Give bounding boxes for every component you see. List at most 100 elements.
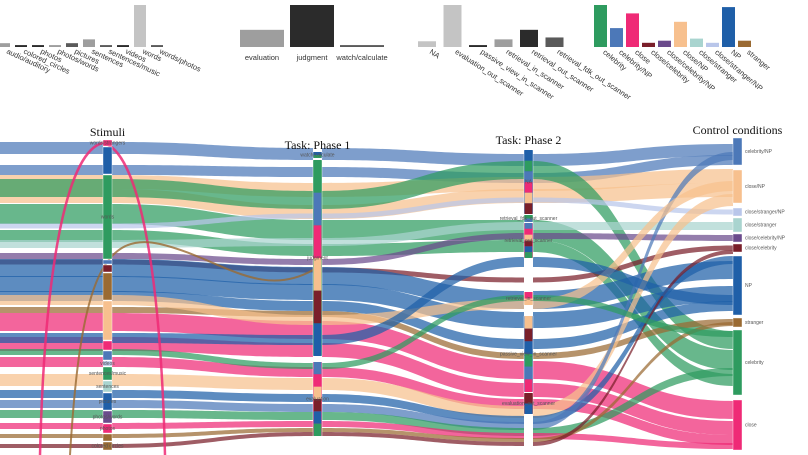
bar-colored-circles: [15, 45, 27, 47]
sankey-node: [732, 207, 743, 217]
link-segment-stimuli-phase1: [112, 357, 313, 377]
bar-chart-task-phase-1: evaluation judgment watch/calculate: [240, 5, 388, 62]
node-label-retrieval-out-scanner: retrieval_out_scanner: [504, 238, 552, 244]
link-celebrity: [0, 161, 733, 349]
link-segment-stimuli-phase1: [112, 421, 313, 429]
sankey-node: [102, 350, 113, 361]
link-segment-phase2-control: [533, 152, 733, 430]
sankey-node-segment: [524, 403, 533, 414]
link-segment-phase1-phase2: [322, 394, 524, 424]
link-segment-phase2-control: [533, 197, 733, 215]
node-label-close-celebrity: close/celebrity: [745, 246, 777, 252]
link-celebrity-np: [0, 141, 733, 166]
bar-videos: [117, 45, 129, 47]
link-segment-phase1-phase2: [322, 233, 524, 265]
sankey-nodes: words/strangers words videos sentences/musi…: [89, 137, 786, 451]
bar-celebrity-np: [610, 28, 623, 47]
sankey-node-segment: [313, 411, 322, 424]
sankey-node: [732, 399, 743, 451]
sankey-node-segment: [524, 246, 533, 253]
link-segment-phase1-phase2: [322, 189, 524, 219]
link-np: [0, 257, 733, 345]
sankey-node-segment: [313, 362, 322, 375]
link-segment-phase1-phase2: [322, 295, 524, 369]
sankey-node: [102, 366, 113, 381]
sankey-node-segment: [524, 182, 533, 193]
link-segment-stimuli-phase1: [112, 179, 313, 209]
bar-na: [418, 41, 436, 47]
link-segment-phase2-control: [533, 322, 733, 442]
sankey-node-segment: [313, 399, 322, 412]
node-label-pictures: pictures: [99, 399, 117, 405]
sankey-node-segment: [313, 155, 322, 158]
sankey-node-segment: [524, 379, 533, 392]
link-segment-phase1-phase2: [322, 161, 524, 209]
sankey-node: [732, 329, 743, 396]
link-segment-phase2-control: [533, 295, 733, 337]
link-segment-incoming: [0, 178, 103, 197]
node-label-photos: photos: [100, 426, 116, 432]
link-segment-phase2-control: [533, 433, 733, 449]
link-segment-phase1-phase2: [322, 421, 524, 439]
link-segment-incoming: [0, 203, 103, 224]
link-segment-phase1-phase2: [322, 257, 524, 345]
sankey-node: [102, 340, 113, 351]
sankey-node-segment: [313, 192, 322, 226]
link-segment-stimuli-phase1: [112, 276, 313, 300]
sankey-node-segment: [524, 192, 533, 204]
bar-judgment: [290, 5, 334, 47]
column-title-task-phase-2: Task: Phase 2: [496, 133, 562, 147]
link-segment-incoming: [0, 239, 103, 249]
node-label-stranger: stranger: [745, 320, 764, 326]
node-label-sentences-music: sentences/music: [89, 371, 127, 377]
sankey-links: [0, 141, 733, 455]
bar-sentences: [83, 39, 95, 47]
sankey-node-segment: [313, 152, 322, 155]
node-label-words: words: [101, 215, 115, 221]
link-segment-incoming: [0, 422, 103, 430]
sankey-node-segment: [524, 328, 533, 342]
bar-words: [134, 5, 146, 47]
node-label-judgment: judgment: [306, 256, 328, 262]
bar-retrieval-fdk-out-scanner: [545, 37, 564, 47]
link-segment-incoming: [0, 409, 103, 418]
link-segment-stimuli-phase1: [112, 213, 313, 229]
link-celebrity-np: [0, 155, 733, 183]
link-segment-phase1-phase2: [322, 267, 524, 309]
column-title-control-conditions: Control conditions: [693, 123, 783, 137]
node-label-retrieval-in-scanner: retrieval_in_scanner: [506, 296, 551, 302]
link-segment-stimuli-phase1: [112, 428, 313, 438]
sankey-node-segment: [524, 215, 533, 219]
node-label-celebrity-np: celebrity/NP: [745, 149, 773, 155]
link-segment-incoming: [0, 258, 103, 277]
bar-pictures: [66, 43, 78, 47]
sankey-node: [732, 255, 743, 316]
sankey-node-segment: [313, 374, 322, 387]
link-segment-phase2-control: [533, 368, 733, 436]
link-segment-phase2-control: [533, 181, 733, 309]
link-segment-stimuli-phase1: [112, 253, 313, 265]
sankey-node-segment: [524, 234, 533, 241]
node-label-close: close: [745, 423, 757, 429]
link-segment-incoming: [0, 399, 103, 408]
sankey-node-segment: [524, 316, 533, 329]
link-segment-stimuli-phase1: [112, 259, 313, 285]
sankey-node: [102, 264, 113, 273]
sankey-node: [102, 146, 113, 175]
link-close-np: [0, 194, 733, 418]
tick-label-watch-calculate: watch/calculate: [335, 53, 387, 62]
sankey-node: [102, 272, 113, 301]
bar-np: [722, 7, 735, 48]
link-segment-stimuli-phase1: [112, 165, 313, 177]
link-segment-incoming: [0, 141, 103, 154]
sankey-node-segment: [524, 252, 533, 258]
sankey-column-titles: Stimuli Task: Phase 1 Task: Phase 2 Control…: [90, 123, 783, 152]
bar-watch-calculate: [340, 45, 384, 47]
link-segment-incoming: [0, 356, 103, 367]
node-label-videos: videos: [100, 361, 115, 367]
bar-words-photos: [151, 45, 163, 47]
link-segment-stimuli-phase1: [112, 349, 313, 369]
node-label-watch-calculate: watch/calculate: [300, 153, 334, 159]
sankey-node: [732, 137, 743, 166]
bar-sentences-music: [100, 45, 112, 47]
